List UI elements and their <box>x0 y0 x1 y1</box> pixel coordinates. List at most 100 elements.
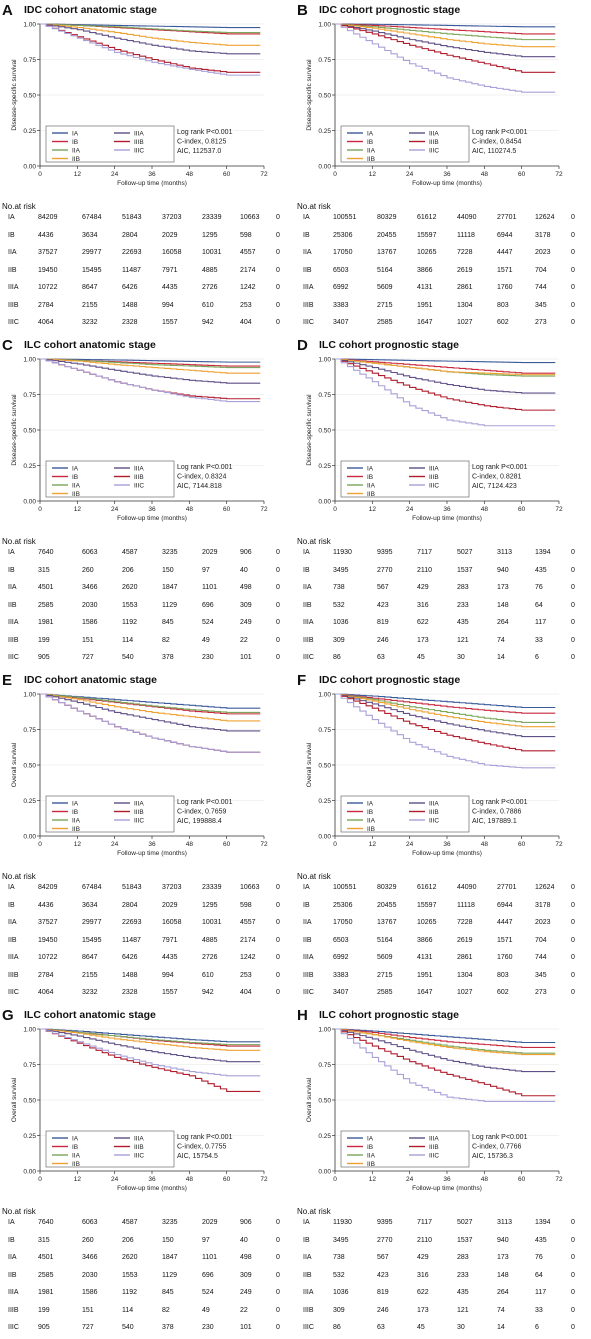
risk-count: 2861 <box>457 284 473 291</box>
risk-count: 5027 <box>457 1219 473 1226</box>
x-tick-label: 72 <box>260 1176 268 1183</box>
curve-ia <box>40 23 261 29</box>
risk-count: 315 <box>38 566 50 574</box>
risk-count: 1242 <box>240 954 256 961</box>
risk-stage-label: IIIA <box>303 954 314 961</box>
curve-ia <box>335 1028 556 1044</box>
risk-count: 2726 <box>202 284 218 291</box>
risk-count: 4501 <box>38 1254 54 1261</box>
risk-count: 905 <box>38 1324 50 1331</box>
stat-text: AIC, 112537.0 <box>177 148 221 155</box>
risk-count: 23339 <box>202 214 222 221</box>
risk-count: 1537 <box>457 566 473 574</box>
panel-letter: B <box>297 2 308 19</box>
risk-count: 45 <box>417 654 425 661</box>
risk-count: 148 <box>497 601 509 609</box>
risk-stage-label: IIA <box>303 584 312 591</box>
risk-count: 7117 <box>417 1219 433 1226</box>
curve-iiib <box>335 23 556 73</box>
survival-plot: 0.00 0.25 0.50 0.75 1.00 0 12 24 36 48 60 72 Follow-… <box>306 357 563 523</box>
risk-count: 7640 <box>38 1219 54 1226</box>
risk-count: 2174 <box>240 936 256 944</box>
risk-count: 4885 <box>202 936 218 944</box>
risk-count: 19450 <box>38 266 58 274</box>
stat-text: AIC, 199888.4 <box>177 818 222 825</box>
risk-count: 1488 <box>122 971 138 979</box>
risk-count: 2023 <box>535 919 551 926</box>
risk-count: 6503 <box>333 936 349 944</box>
x-tick-label: 72 <box>260 171 268 178</box>
risk-count: 0 <box>571 1289 575 1296</box>
curve-iiib <box>40 693 261 753</box>
x-tick-label: 12 <box>369 841 377 848</box>
risk-count: 0 <box>571 1306 575 1314</box>
risk-count: 819 <box>377 619 389 626</box>
risk-count: 696 <box>202 1271 214 1279</box>
risk-count: 13767 <box>377 919 397 926</box>
risk-count: 0 <box>571 1271 575 1279</box>
legend-label: IIIA <box>429 130 439 137</box>
curve-iiia <box>40 693 261 732</box>
risk-row: IIB 19450 15495 11487 7971 4885 2174 0 <box>2 937 289 948</box>
x-tick-label: 12 <box>369 171 377 178</box>
curve-ib <box>335 1028 556 1049</box>
risk-count: 253 <box>240 301 252 309</box>
risk-count: 63 <box>377 654 385 661</box>
risk-count: 315 <box>38 1236 50 1244</box>
risk-count: 67484 <box>82 214 102 221</box>
risk-count: 2619 <box>457 266 473 274</box>
x-tick-label: 12 <box>74 506 82 513</box>
risk-count: 0 <box>276 301 280 309</box>
risk-row: IIA 17050 13767 10265 7228 4447 2023 0 <box>297 919 584 930</box>
legend-label: IIB <box>367 491 375 498</box>
risk-stage-label: IIB <box>303 936 312 944</box>
risk-count: 97 <box>202 566 210 574</box>
risk-count: 1192 <box>122 619 138 626</box>
risk-count: 819 <box>377 1289 389 1296</box>
legend-label: IA <box>367 800 374 807</box>
risk-count: 4435 <box>162 284 178 291</box>
curve-ib <box>335 358 556 374</box>
risk-stage-label: IIIC <box>303 319 314 326</box>
risk-count: 253 <box>240 971 252 979</box>
risk-count: 567 <box>377 584 389 591</box>
risk-stage-label: IB <box>303 901 310 909</box>
y-tick-label: 0.00 <box>318 1169 331 1176</box>
risk-count: 1129 <box>162 1271 178 1279</box>
legend-label: IIIA <box>134 130 144 137</box>
risk-count: 25306 <box>333 231 353 239</box>
risk-count: 3113 <box>497 549 513 556</box>
legend-label: IA <box>367 130 374 137</box>
risk-count: 84209 <box>38 884 58 891</box>
risk-count: 704 <box>535 266 547 274</box>
risk-count: 8647 <box>82 954 98 961</box>
risk-count: 3495 <box>333 566 349 574</box>
x-axis-label: Follow-up time (months) <box>412 180 482 187</box>
legend-label: IIA <box>72 1152 81 1159</box>
risk-count: 2030 <box>82 1271 98 1279</box>
risk-count: 1647 <box>417 989 433 996</box>
y-tick-label: 0.25 <box>318 463 331 470</box>
risk-count: 1557 <box>162 989 178 996</box>
x-tick-label: 24 <box>406 841 414 848</box>
risk-count: 0 <box>276 601 280 609</box>
risk-count: 540 <box>122 1324 134 1331</box>
curve-iiic <box>40 23 261 76</box>
risk-row: IA 100551 80329 61612 44090 27701 12624 0 <box>297 884 584 895</box>
legend-label: IIB <box>72 156 80 163</box>
risk-row: IIIA 1981 1586 1192 845 524 249 0 <box>2 1289 289 1300</box>
risk-count: 0 <box>571 989 575 996</box>
risk-count: 906 <box>240 1219 252 1226</box>
risk-count: 1304 <box>457 971 473 979</box>
legend-label: IA <box>367 465 374 472</box>
x-tick-label: 0 <box>38 1176 42 1183</box>
y-axis-label: Overall survival <box>306 1077 313 1122</box>
risk-count: 19450 <box>38 936 58 944</box>
y-tick-label: 0.50 <box>23 428 36 435</box>
risk-stage-label: IB <box>8 1236 15 1244</box>
risk-count: 10265 <box>417 919 437 926</box>
risk-count: 51843 <box>122 884 142 891</box>
risk-count: 15495 <box>82 266 102 274</box>
risk-row: IIB 2585 2030 1553 1129 696 309 0 <box>2 602 289 613</box>
risk-count: 264 <box>497 1289 509 1296</box>
